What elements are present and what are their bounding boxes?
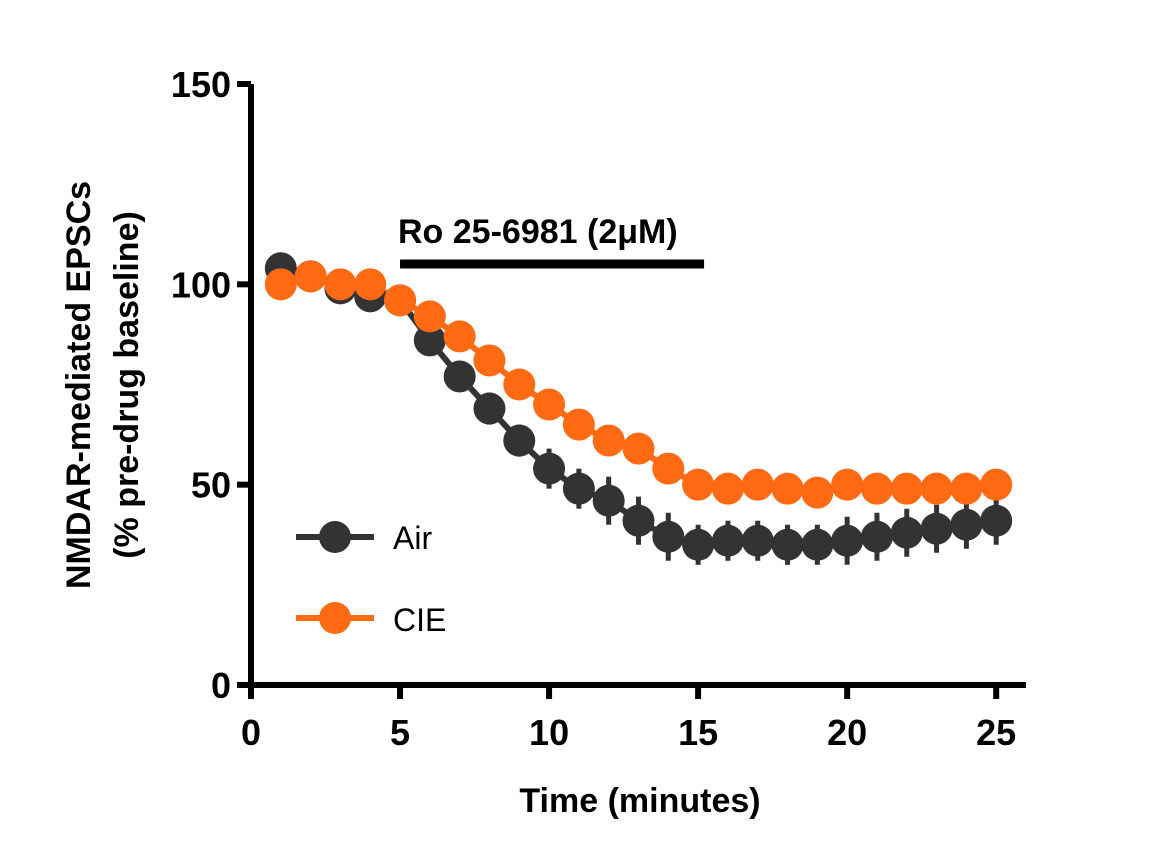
x-axis-ticks: 0 5 10 15 20 25 bbox=[241, 685, 1016, 753]
data-point-air bbox=[950, 508, 983, 541]
y-tick-label: 150 bbox=[171, 64, 231, 105]
data-point-air bbox=[920, 512, 953, 545]
data-point-air bbox=[771, 528, 804, 561]
data-point-air bbox=[980, 504, 1013, 537]
legend-label-cie: CIE bbox=[393, 602, 446, 638]
x-axis-title: Time (minutes) bbox=[519, 782, 760, 820]
x-tick-label: 5 bbox=[390, 712, 410, 753]
data-point-cie bbox=[771, 472, 804, 505]
y-tick-label: 100 bbox=[171, 264, 231, 305]
data-point-cie bbox=[622, 432, 655, 465]
data-point-air bbox=[443, 360, 476, 393]
data-point-air bbox=[890, 516, 923, 549]
data-point-air bbox=[860, 520, 893, 553]
data-point-cie bbox=[592, 424, 625, 457]
data-point-cie bbox=[324, 268, 357, 301]
legend: Air CIE bbox=[296, 520, 446, 638]
data-point-cie bbox=[473, 344, 506, 377]
x-tick-label: 0 bbox=[241, 712, 261, 753]
x-tick-label: 20 bbox=[827, 712, 867, 753]
data-point-cie bbox=[294, 260, 327, 293]
data-point-cie bbox=[860, 472, 893, 505]
data-point-cie bbox=[384, 284, 417, 317]
legend-item-air: Air bbox=[296, 520, 432, 556]
data-point-cie bbox=[711, 472, 744, 505]
y-tick-label: 0 bbox=[211, 665, 231, 706]
data-point-cie bbox=[682, 468, 715, 501]
data-point-cie bbox=[562, 408, 595, 441]
x-tick-label: 25 bbox=[976, 712, 1016, 753]
data-points-layer bbox=[264, 252, 1013, 561]
data-point-air bbox=[831, 524, 864, 557]
x-tick-label: 10 bbox=[529, 712, 569, 753]
data-point-air bbox=[503, 424, 536, 457]
data-point-air bbox=[533, 452, 566, 485]
y-axis-title-line1: NMDAR-mediated EPSCs bbox=[60, 181, 98, 589]
data-point-cie bbox=[920, 472, 953, 505]
y-axis-ticks: 0 50 100 150 bbox=[171, 64, 251, 706]
data-point-air bbox=[652, 520, 685, 553]
data-point-cie bbox=[741, 468, 774, 501]
data-point-cie bbox=[831, 468, 864, 501]
data-point-cie bbox=[533, 388, 566, 421]
data-point-cie bbox=[264, 268, 297, 301]
data-point-cie bbox=[503, 368, 536, 401]
data-point-air bbox=[682, 528, 715, 561]
data-point-cie bbox=[443, 320, 476, 353]
data-point-air bbox=[592, 484, 625, 517]
legend-label-air: Air bbox=[393, 520, 432, 556]
data-point-air bbox=[622, 504, 655, 537]
x-tick-label: 15 bbox=[678, 712, 718, 753]
y-tick-label: 50 bbox=[191, 465, 231, 506]
data-point-air bbox=[801, 528, 834, 561]
legend-item-cie: CIE bbox=[296, 602, 446, 638]
data-point-cie bbox=[801, 476, 834, 509]
legend-marker-cie bbox=[319, 602, 351, 634]
data-point-cie bbox=[354, 268, 387, 301]
data-point-air bbox=[711, 524, 744, 557]
data-point-cie bbox=[890, 472, 923, 505]
data-point-cie bbox=[652, 452, 685, 485]
data-point-cie bbox=[950, 472, 983, 505]
data-point-air bbox=[413, 324, 446, 357]
y-axis-title-line2: (% pre-drug baseline) bbox=[108, 211, 146, 559]
data-point-cie bbox=[980, 468, 1013, 501]
data-point-air bbox=[562, 472, 595, 505]
drug-application-label: Ro 25-6981 (2μM) bbox=[398, 213, 678, 251]
data-point-cie bbox=[413, 300, 446, 333]
legend-marker-air bbox=[319, 521, 351, 553]
data-point-air bbox=[473, 392, 506, 425]
data-point-air bbox=[741, 524, 774, 557]
